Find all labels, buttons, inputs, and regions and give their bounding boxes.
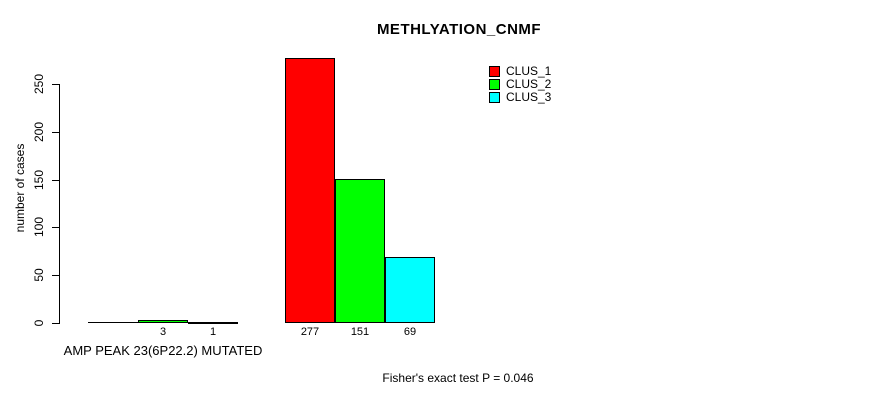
- legend-item-clus_1: CLUS_1: [489, 65, 551, 78]
- y-axis-tick: [52, 132, 59, 133]
- legend-label: CLUS_3: [506, 90, 552, 104]
- chart-title: METHLYATION_CNMF: [376, 21, 542, 38]
- legend-item-clus_3: CLUS_3: [489, 91, 551, 104]
- y-axis-label: number of cases: [13, 143, 27, 233]
- bar-clus_3: [385, 257, 435, 323]
- legend-item-clus_2: CLUS_2: [489, 78, 551, 91]
- y-tick-label: 200: [32, 121, 46, 143]
- y-axis-tick: [52, 275, 59, 276]
- legend-swatch-icon: [489, 92, 500, 103]
- legend-label: CLUS_1: [506, 64, 552, 78]
- bar-clus_1: [285, 58, 335, 323]
- y-axis-tick: [52, 180, 59, 181]
- y-tick-label: 250: [32, 73, 46, 95]
- y-tick-label: 0: [32, 319, 46, 327]
- bar-count-label: 277: [300, 326, 320, 338]
- pvalue-annotation: Fisher's exact test P = 0.046: [382, 371, 534, 385]
- legend-label: CLUS_2: [506, 77, 552, 91]
- y-tick-label: 150: [32, 169, 46, 191]
- y-axis-tick: [52, 84, 59, 85]
- bar-count-label: 69: [403, 326, 417, 338]
- x-axis-label: AMP PEAK 23(6P22.2) MUTATED: [63, 343, 263, 358]
- y-axis-line: [59, 84, 60, 324]
- bar-count-label: 3: [159, 326, 167, 338]
- bar-clus_2: [138, 320, 188, 323]
- y-axis-tick: [52, 227, 59, 228]
- legend-swatch-icon: [489, 79, 500, 90]
- legend-swatch-icon: [489, 66, 500, 77]
- bar-count-label: 151: [350, 326, 370, 338]
- legend: CLUS_1 CLUS_2 CLUS_3: [489, 65, 551, 104]
- bar-clus_3: [188, 322, 238, 324]
- bar-count-label: 1: [209, 326, 217, 338]
- y-tick-label: 50: [32, 268, 46, 282]
- y-axis-tick: [52, 323, 59, 324]
- bar-clus_2: [335, 179, 385, 323]
- y-tick-label: 100: [32, 216, 46, 238]
